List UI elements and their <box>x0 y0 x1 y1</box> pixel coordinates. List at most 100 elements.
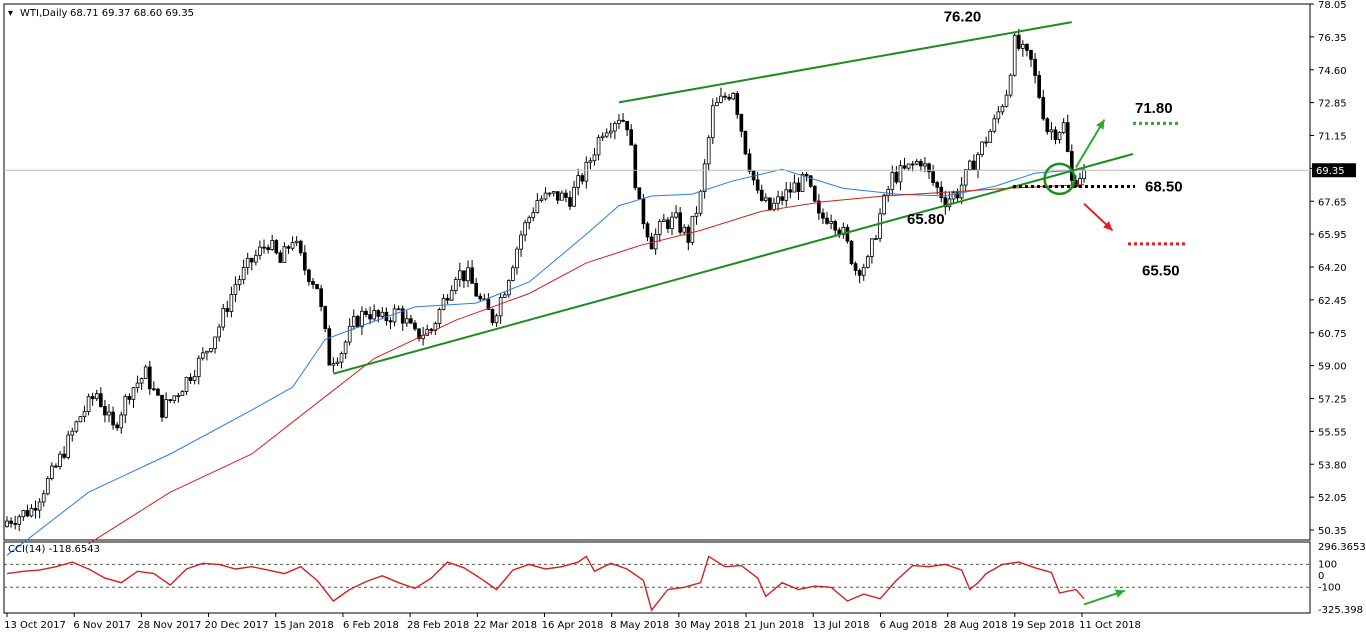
y-tick-label: 53.80 <box>1318 460 1347 471</box>
x-tick-label: 28 Aug 2018 <box>944 620 1008 631</box>
candle-body <box>792 182 797 193</box>
candle-body <box>441 297 446 310</box>
candle-body <box>13 522 17 525</box>
direction-arrow <box>1075 119 1106 168</box>
candle-body <box>1012 34 1017 76</box>
candle-body <box>176 395 181 397</box>
chart-dropdown-icon[interactable]: ▾ <box>8 8 13 19</box>
candle-body <box>731 93 736 100</box>
candle-body <box>808 175 813 187</box>
candle-body <box>890 172 895 190</box>
x-tick-label: 30 May 2018 <box>674 620 739 631</box>
candle-body <box>172 395 177 402</box>
candle-body <box>625 120 629 131</box>
candle-body <box>551 191 556 194</box>
candle-body <box>870 238 874 257</box>
candle-body <box>584 161 589 182</box>
candle-body <box>706 137 711 165</box>
candle-body <box>502 294 507 298</box>
candle-body <box>596 137 601 156</box>
moving-average-line <box>88 184 1085 545</box>
chart-frame <box>3 3 1311 614</box>
candle-body <box>996 111 1001 120</box>
candle-body <box>657 221 662 235</box>
candle-body <box>396 308 401 311</box>
candle-body <box>935 182 940 188</box>
x-tick-label: 6 Feb 2018 <box>343 620 399 631</box>
candle-body <box>429 328 434 331</box>
level-label: 71.80 <box>1135 100 1173 117</box>
candle-body <box>417 328 421 339</box>
candle-body <box>759 189 764 201</box>
candle-body <box>568 197 572 207</box>
candle-body <box>580 175 585 182</box>
candle-body <box>78 416 83 423</box>
candle-body <box>143 366 148 379</box>
cci-line <box>6 555 1085 612</box>
candle-body <box>894 172 899 183</box>
annotation-layer: 71.80 68.50 65.50 76.20 65.80 <box>333 8 1185 375</box>
candle-body <box>547 192 552 195</box>
candle-body <box>931 171 935 183</box>
y-tick-label: 72.85 <box>1318 99 1347 110</box>
candle-body <box>298 240 303 254</box>
candle-body <box>1033 58 1037 76</box>
candle-body <box>302 252 307 271</box>
y-tick-label: 64.20 <box>1318 263 1347 274</box>
candle-body <box>294 240 299 244</box>
candle-body <box>225 308 230 312</box>
candle-body <box>152 388 156 391</box>
candle-body <box>865 256 870 268</box>
candle-body <box>33 507 38 511</box>
axes: 78.05 76.35 74.60 72.85 71.15 69.35 67.65 65.95… <box>4 0 1366 631</box>
candle-body <box>380 311 385 317</box>
candle-body <box>747 153 752 172</box>
candle-body <box>719 95 723 103</box>
candle-body <box>213 336 217 349</box>
ohlc-readout: 68.71 69.37 68.60 69.35 <box>70 8 194 19</box>
candle-body <box>878 213 882 239</box>
candle-body <box>588 160 593 163</box>
y-tick-label: 71.15 <box>1318 132 1347 143</box>
candle-body <box>608 130 613 134</box>
y-tick-label: 76.35 <box>1318 33 1347 44</box>
candle-body <box>849 240 854 265</box>
candle-body <box>857 270 862 276</box>
candle-body <box>560 192 564 201</box>
candle-body <box>572 186 576 207</box>
candle-body <box>821 212 825 219</box>
candle-body <box>898 165 903 183</box>
candle-body <box>184 376 189 392</box>
candle-body <box>637 187 642 200</box>
candle-body <box>1041 96 1046 120</box>
candle-body <box>470 267 474 284</box>
y-tick-label: 57.25 <box>1318 395 1347 406</box>
candle-body <box>1008 74 1013 96</box>
candle-body <box>286 246 291 249</box>
candle-body <box>94 393 99 400</box>
x-tick-label: 6 Nov 2017 <box>73 620 131 631</box>
candle-body <box>41 493 46 503</box>
y-tick-label: 65.95 <box>1318 230 1347 241</box>
x-tick-label: 19 Sep 2018 <box>1011 620 1074 631</box>
y-tick-label: 67.65 <box>1318 197 1347 208</box>
candle-body <box>188 376 193 381</box>
x-tick-label: 13 Jul 2018 <box>813 620 870 631</box>
candle-body <box>543 192 548 200</box>
breakout-circle-marker <box>1043 162 1076 196</box>
candle-body <box>829 221 833 224</box>
candle-body <box>237 279 242 286</box>
candle-body <box>498 296 503 317</box>
candle-body <box>882 194 886 215</box>
candle-body <box>331 363 336 366</box>
price-plot <box>4 29 1310 556</box>
candle-body <box>282 246 287 263</box>
price-annotation: 65.80 <box>907 211 945 228</box>
candle-body <box>833 221 838 231</box>
candle-body <box>963 169 968 186</box>
chart-header: ▾ WTI,Daily 68.71 69.37 68.60 69.35 CCI(… <box>8 8 194 555</box>
candle-body <box>686 226 691 243</box>
y-tick-label: 55.55 <box>1318 427 1347 438</box>
arrow-head <box>1096 119 1105 130</box>
